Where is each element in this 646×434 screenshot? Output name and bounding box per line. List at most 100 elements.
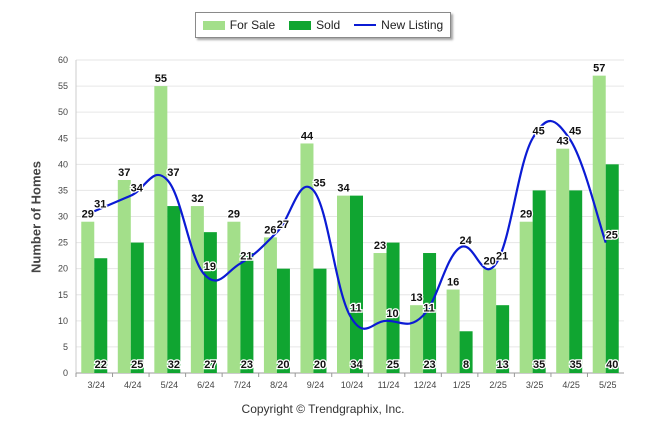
x-tick-label: 10/24	[341, 380, 364, 390]
x-tick-label: 6/24	[197, 380, 215, 390]
sold-data-label: 35	[570, 359, 582, 371]
new-listing-data-label: 24	[459, 235, 472, 247]
for-sale-data-label: 26	[264, 224, 276, 236]
y-tick-label: 15	[58, 290, 68, 300]
y-axis-title: Number of Homes	[28, 161, 44, 273]
y-tick-label: 0	[63, 368, 68, 378]
bar-for-sale	[227, 221, 241, 373]
y-tick-label: 30	[58, 212, 68, 222]
new-listing-data-label: 10	[386, 308, 398, 320]
sold-swatch	[289, 20, 312, 30]
y-tick-label: 50	[58, 107, 68, 117]
bar-for-sale	[81, 221, 95, 373]
for-sale-data-label: 29	[228, 209, 240, 221]
new-listing-data-label: 21	[496, 250, 508, 262]
legend: For Sale Sold New Listing	[195, 12, 451, 38]
sold-data-label: 25	[131, 359, 143, 371]
bar-for-sale	[300, 143, 314, 373]
for-sale-data-label: 29	[520, 209, 532, 221]
y-tick-label: 55	[58, 81, 68, 91]
sold-data-label: 23	[241, 359, 253, 371]
bar-for-sale	[483, 268, 497, 373]
sold-data-label: 23	[423, 359, 435, 371]
y-tick-label: 5	[63, 342, 68, 352]
x-tick-label: 9/24	[307, 380, 325, 390]
x-tick-label: 8/24	[270, 380, 288, 390]
y-tick-label: 20	[58, 264, 68, 274]
bar-sold	[276, 268, 290, 373]
x-tick-label: 3/25	[526, 380, 544, 390]
legend-item-for-sale[interactable]: For Sale	[202, 18, 276, 32]
for-sale-data-label: 20	[484, 256, 496, 268]
for-sale-data-label: 13	[410, 292, 422, 304]
bar-sold	[386, 242, 400, 373]
x-tick-label: 3/24	[88, 380, 106, 390]
x-tick-label: 2/25	[489, 380, 507, 390]
x-tick-label: 12/24	[414, 380, 437, 390]
x-tick-label: 5/24	[161, 380, 179, 390]
y-tick-label: 10	[58, 316, 68, 326]
x-tick-label: 7/24	[234, 380, 252, 390]
bar-sold	[203, 232, 217, 373]
sold-data-label: 40	[606, 359, 618, 371]
bar-sold	[532, 190, 546, 373]
new-listing-line	[93, 119, 607, 330]
y-tick-label: 60	[58, 55, 68, 65]
new-listing-data-label: 35	[313, 177, 325, 189]
bar-sold	[94, 258, 108, 373]
bar-for-sale	[154, 86, 168, 373]
sold-data-label: 13	[497, 359, 509, 371]
for-sale-swatch	[202, 20, 225, 30]
bar-sold	[167, 206, 181, 373]
bar-for-sale	[556, 148, 570, 373]
for-sale-data-label: 23	[374, 240, 386, 252]
sold-data-label: 20	[277, 359, 289, 371]
bar-sold	[496, 305, 510, 373]
bar-sold	[313, 268, 327, 373]
for-sale-data-label: 34	[337, 183, 350, 195]
for-sale-data-label: 29	[82, 209, 94, 221]
bar-sold	[130, 242, 144, 373]
new-listing-data-label: 11	[350, 303, 362, 315]
new-listing-swatch	[354, 24, 377, 26]
new-listing-data-label: 34	[131, 183, 144, 195]
sold-data-label: 34	[350, 359, 363, 371]
bar-for-sale	[337, 195, 350, 373]
for-sale-data-label: 37	[118, 167, 130, 179]
bar-sold	[240, 253, 254, 373]
x-tick-label: 5/25	[599, 380, 617, 390]
legend-item-new-listing[interactable]: New Listing	[354, 18, 443, 32]
legend-label-sold: Sold	[316, 18, 341, 32]
bar-sold	[459, 331, 473, 373]
for-sale-data-label: 57	[593, 63, 605, 75]
sold-data-label: 32	[168, 359, 180, 371]
bar-for-sale	[190, 206, 204, 373]
sold-data-label: 35	[533, 359, 545, 371]
x-tick-label: 4/24	[124, 380, 142, 390]
new-listing-data-label: 27	[277, 219, 289, 231]
bar-for-sale	[263, 237, 277, 373]
new-listing-data-label: 11	[423, 303, 435, 315]
sold-data-label: 27	[204, 359, 216, 371]
for-sale-data-label: 55	[155, 73, 167, 85]
sold-data-label: 20	[314, 359, 326, 371]
y-tick-label: 35	[58, 185, 68, 195]
bar-sold	[605, 164, 619, 373]
sold-data-label: 25	[387, 359, 399, 371]
legend-label-new-listing: New Listing	[381, 18, 444, 32]
copyright-text: Copyright © Trendgraphix, Inc.	[241, 402, 405, 416]
x-tick-label: 11/24	[378, 380, 400, 390]
x-tick-label: 4/25	[562, 380, 580, 390]
bar-for-sale	[410, 305, 424, 373]
sold-data-label: 22	[95, 359, 107, 371]
legend-label-for-sale: For Sale	[229, 18, 276, 32]
for-sale-data-label: 32	[191, 193, 203, 205]
x-tick-label: 1/25	[453, 380, 471, 390]
new-listing-data-label: 31	[94, 198, 106, 210]
bar-sold	[350, 195, 363, 373]
new-listing-data-label: 45	[533, 125, 545, 137]
new-listing-data-label: 37	[167, 167, 179, 179]
legend-item-sold[interactable]: Sold	[289, 18, 340, 32]
new-listing-data-label: 25	[606, 230, 618, 242]
